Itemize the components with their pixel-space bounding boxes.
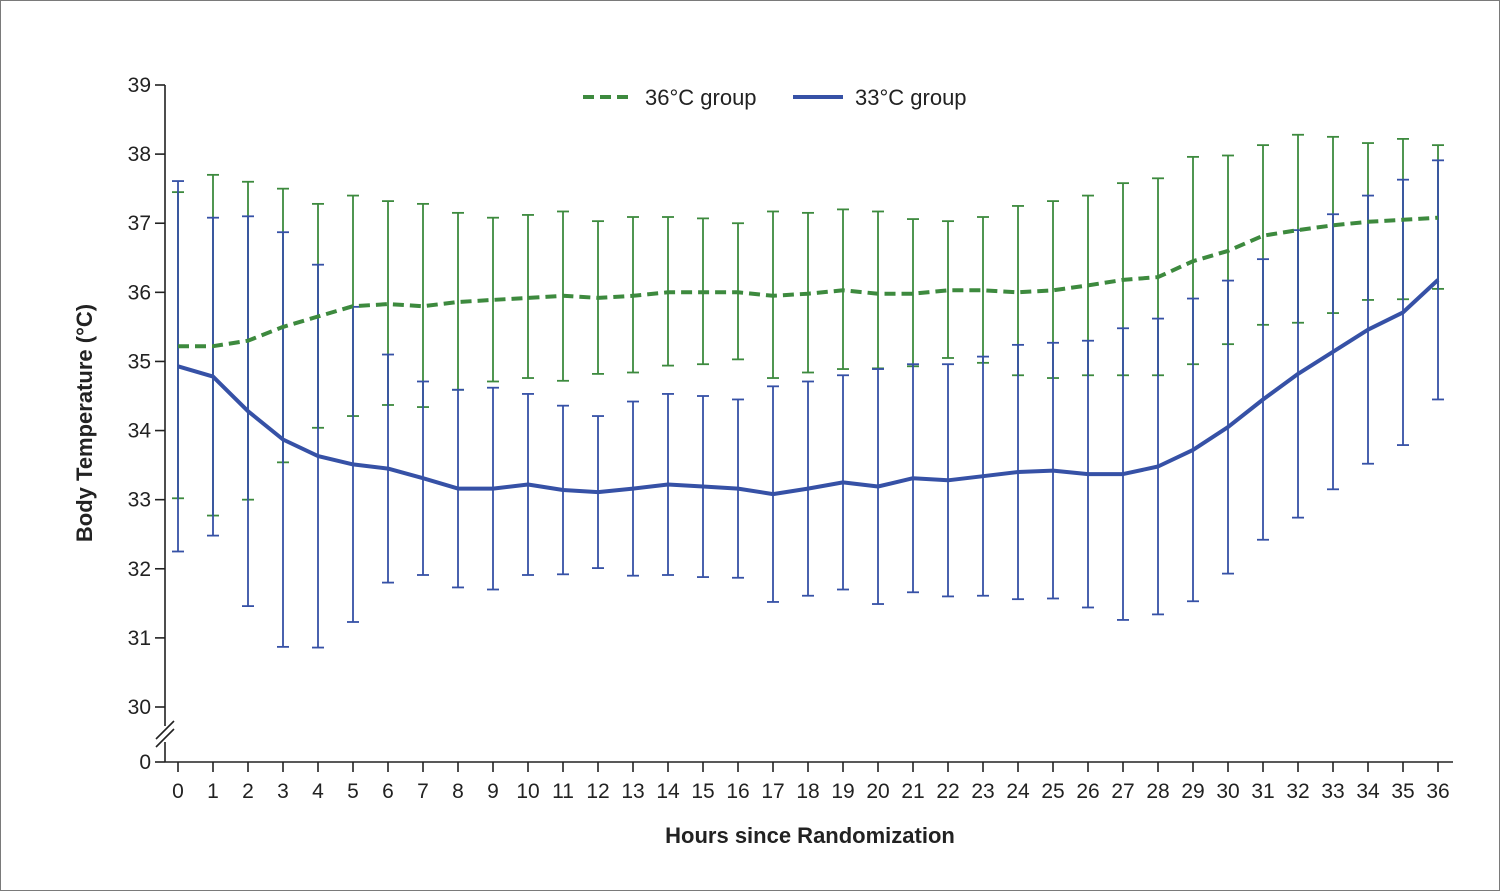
x-tick-label: 5	[347, 780, 359, 803]
x-axis-title: Hours since Randomization	[665, 823, 955, 848]
x-axis-ticks: 0 1 2 3 4 5 6 7 8 9 10 11 12 13 14 15 16 17 18 19 20 21 22 23 24…	[172, 762, 1450, 803]
y-tick-label: 36	[128, 281, 151, 304]
x-tick-label: 20	[866, 780, 889, 803]
y-tick-label: 39	[128, 74, 151, 97]
x-tick-label: 22	[936, 780, 959, 803]
x-tick-label: 25	[1041, 780, 1064, 803]
y-tick-label: 33	[128, 489, 151, 512]
y-axis-ticks: 0 30 31 32 33 34 35 36 37 38 39	[128, 74, 165, 774]
y-tick-label: 32	[128, 558, 151, 581]
x-tick-label: 6	[382, 780, 394, 803]
x-tick-label: 33	[1321, 780, 1344, 803]
x-tick-label: 10	[516, 780, 539, 803]
x-tick-label: 2	[242, 780, 254, 803]
x-tick-label: 35	[1391, 780, 1414, 803]
x-tick-label: 13	[621, 780, 644, 803]
x-tick-label: 0	[172, 780, 184, 803]
x-tick-label: 21	[901, 780, 924, 803]
y-tick-label: 38	[128, 143, 151, 166]
legend-label-36c: 36°C group	[645, 85, 757, 110]
x-tick-label: 16	[726, 780, 749, 803]
x-tick-label: 27	[1111, 780, 1134, 803]
x-tick-label: 34	[1356, 780, 1380, 803]
y-axis-break-marker	[155, 720, 175, 748]
x-tick-label: 9	[487, 780, 499, 803]
legend-label-33c: 33°C group	[855, 85, 967, 110]
x-tick-label: 24	[1006, 780, 1030, 803]
x-tick-label: 23	[971, 780, 994, 803]
axis-break-slash-2	[155, 728, 175, 748]
y-tick-label: 31	[128, 627, 151, 650]
x-tick-label: 18	[796, 780, 819, 803]
x-tick-label: 17	[761, 780, 784, 803]
series-line-36c-group	[178, 215, 1439, 349]
series-lines	[177, 215, 1440, 497]
x-tick-label: 11	[552, 780, 574, 803]
series-line-33c-group	[177, 278, 1440, 497]
x-tick-label: 14	[656, 780, 680, 803]
y-tick-label: 30	[128, 696, 151, 719]
axes	[155, 85, 1453, 763]
y-tick-label: 34	[128, 420, 152, 443]
x-tick-label: 7	[417, 780, 429, 803]
y-axis-title: Body Temperature (°C)	[72, 304, 97, 542]
x-tick-label: 36	[1426, 780, 1449, 803]
x-tick-label: 31	[1251, 780, 1274, 803]
y-tick-label: 35	[128, 350, 151, 373]
x-tick-label: 26	[1076, 780, 1099, 803]
y-tick-label: 0	[139, 751, 151, 774]
x-tick-label: 3	[277, 780, 289, 803]
x-tick-label: 4	[312, 780, 324, 803]
x-tick-label: 15	[691, 780, 714, 803]
x-tick-label: 32	[1286, 780, 1309, 803]
axis-break-slash-1	[155, 720, 175, 740]
x-tick-label: 12	[586, 780, 609, 803]
y-tick-label: 37	[128, 212, 151, 235]
x-tick-label: 1	[207, 780, 219, 803]
x-tick-label: 30	[1216, 780, 1239, 803]
legend: 36°C group 33°C group	[583, 85, 967, 110]
x-tick-label: 8	[452, 780, 464, 803]
x-tick-label: 29	[1181, 780, 1204, 803]
x-tick-label: 28	[1146, 780, 1169, 803]
x-tick-label: 19	[831, 780, 854, 803]
